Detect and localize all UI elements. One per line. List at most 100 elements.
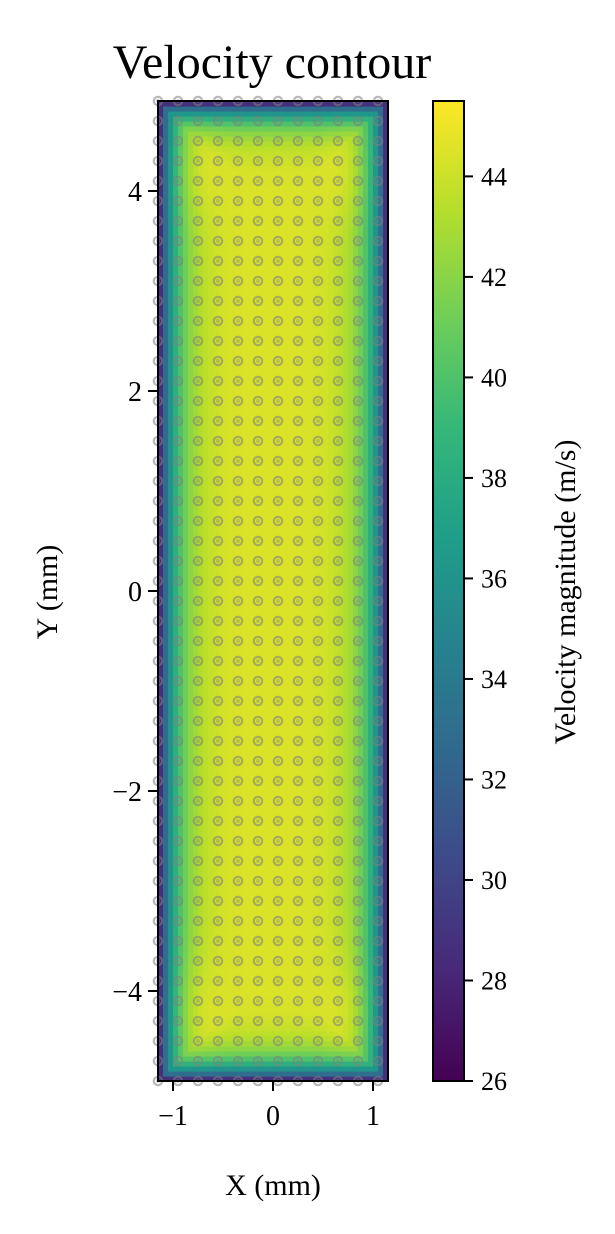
field-cell — [218, 846, 224, 852]
field-cell — [288, 606, 294, 612]
field-cell — [308, 591, 314, 597]
field-cell — [323, 916, 329, 922]
field-cell — [203, 736, 209, 742]
field-cell — [333, 786, 339, 792]
field-cell — [363, 916, 369, 922]
field-cell — [348, 581, 354, 587]
field-cell — [198, 791, 204, 797]
field-cell — [348, 881, 354, 887]
field-cell — [238, 711, 244, 717]
field-cell — [268, 651, 274, 657]
field-cell — [308, 696, 314, 702]
field-cell — [198, 551, 204, 557]
field-cell — [358, 546, 364, 552]
field-cell — [288, 1001, 294, 1007]
field-cell — [168, 791, 174, 797]
field-cell — [198, 1031, 204, 1037]
field-cell — [258, 891, 264, 897]
field-cell — [268, 621, 274, 627]
field-cell — [208, 586, 214, 592]
field-cell — [243, 726, 249, 732]
field-cell — [168, 951, 174, 957]
field-cell — [243, 1016, 249, 1022]
field-cell — [173, 636, 179, 642]
field-cell — [213, 1066, 219, 1072]
field-cell — [233, 1026, 239, 1032]
field-cell — [163, 886, 169, 892]
field-cell — [228, 941, 234, 947]
field-cell — [308, 951, 314, 957]
field-cell — [363, 631, 369, 637]
field-cell — [263, 616, 269, 622]
field-cell — [348, 926, 354, 932]
field-cell — [213, 951, 219, 957]
field-cell — [333, 906, 339, 912]
field-cell — [183, 741, 189, 747]
field-cell — [168, 816, 174, 822]
field-cell — [273, 716, 279, 722]
field-cell — [308, 806, 314, 812]
field-cell — [228, 886, 234, 892]
field-cell — [383, 621, 389, 627]
field-cell — [253, 716, 259, 722]
field-cell — [353, 791, 359, 797]
field-cell — [203, 1026, 209, 1032]
field-cell — [348, 1011, 354, 1017]
field-cell — [373, 876, 379, 882]
field-cell — [173, 551, 179, 557]
field-cell — [198, 831, 204, 837]
field-cell — [243, 986, 249, 992]
field-cell — [378, 946, 384, 952]
field-cell — [273, 866, 279, 872]
field-cell — [343, 841, 349, 847]
field-cell — [283, 876, 289, 882]
field-cell — [328, 726, 334, 732]
field-cell — [168, 541, 174, 547]
field-cell — [348, 841, 354, 847]
field-cell — [183, 946, 189, 952]
field-cell — [293, 966, 299, 972]
field-cell — [303, 1071, 309, 1077]
field-cell — [263, 826, 269, 832]
field-cell — [158, 946, 164, 952]
field-cell — [258, 1051, 264, 1057]
field-cell — [318, 871, 324, 877]
field-cell — [163, 791, 169, 797]
field-cell — [228, 876, 234, 882]
field-cell — [193, 666, 199, 672]
field-cell — [183, 761, 189, 767]
field-cell — [183, 661, 189, 667]
field-cell — [293, 826, 299, 832]
field-cell — [368, 801, 374, 807]
field-cell — [183, 866, 189, 872]
field-cell — [368, 871, 374, 877]
field-cell — [353, 591, 359, 597]
field-cell — [283, 1016, 289, 1022]
field-cell — [228, 936, 234, 942]
field-cell — [353, 891, 359, 897]
field-cell — [223, 1056, 229, 1062]
field-cell — [358, 811, 364, 817]
field-cell — [163, 646, 169, 652]
field-cell — [268, 1026, 274, 1032]
field-cell — [188, 956, 194, 962]
field-cell — [173, 826, 179, 832]
field-cell — [363, 636, 369, 642]
field-cell — [193, 696, 199, 702]
field-cell — [348, 1076, 354, 1082]
field-cell — [293, 876, 299, 882]
field-cell — [318, 966, 324, 972]
field-cell — [203, 1036, 209, 1042]
field-cell — [378, 651, 384, 657]
field-cell — [273, 796, 279, 802]
field-cell — [248, 556, 254, 562]
field-cell — [248, 996, 254, 1002]
field-cell — [248, 591, 254, 597]
field-cell — [158, 791, 164, 797]
field-cell — [308, 996, 314, 1002]
field-cell — [193, 966, 199, 972]
field-cell — [163, 711, 169, 717]
field-cell — [373, 771, 379, 777]
field-cell — [368, 631, 374, 637]
field-cell — [318, 826, 324, 832]
